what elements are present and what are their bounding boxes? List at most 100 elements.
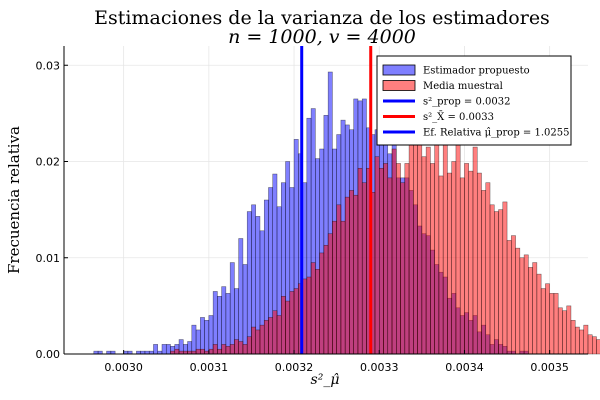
x-tick-label: 0.0034 [445, 361, 484, 374]
media-muestral-bar [272, 310, 278, 355]
media-muestral-bar [200, 348, 205, 355]
media-muestral-bar [404, 163, 410, 355]
media-muestral-bar [319, 252, 325, 355]
media-muestral-bar [540, 288, 546, 355]
media-muestral-bar [519, 257, 525, 355]
media-muestral-bar [485, 182, 491, 355]
estimador-propuesto-bar [191, 324, 197, 355]
media-muestral-bar [246, 336, 252, 355]
media-muestral-bar [413, 143, 418, 355]
estimador-propuesto-bar [165, 344, 171, 355]
media-muestral-bar [553, 293, 559, 355]
media-muestral-bar [225, 346, 231, 355]
x-tick-label: 0.0035 [530, 361, 569, 374]
y-tick-label: 0.03 [36, 59, 61, 72]
estimador-propuesto-bar [225, 293, 231, 355]
media-muestral-bar [549, 293, 555, 355]
reference-lines [300, 46, 373, 354]
media-muestral-bar [523, 254, 529, 355]
media-muestral-bar [323, 244, 329, 355]
media-muestral-bar [400, 182, 406, 355]
media-muestral-bar [468, 170, 474, 355]
media-muestral-bar [289, 291, 295, 355]
media-muestral-bar [208, 348, 214, 355]
media-muestral-bar [583, 324, 589, 355]
media-muestral-bar [327, 233, 333, 355]
media-muestral-bar [408, 127, 414, 355]
estimador-propuesto-bar [161, 344, 167, 355]
media-muestral-bar [536, 273, 542, 355]
media-muestral-bar [417, 117, 423, 355]
media-muestral-bar [566, 305, 572, 355]
media-muestral-bar [310, 262, 316, 355]
media-muestral-bar [481, 190, 487, 355]
media-muestral-bar [306, 276, 312, 355]
media-muestral-bar [430, 163, 435, 355]
media-muestral-bar [442, 134, 448, 355]
x-tick-label: 0.0030 [104, 361, 143, 374]
chart-title: Estimaciones de la varianza de los estim… [94, 7, 550, 29]
media-muestral-bar [472, 146, 478, 355]
estimador-propuesto-bar [153, 344, 158, 355]
media-muestral-bar [557, 307, 563, 355]
media-muestral-bar [293, 288, 299, 355]
media-muestral-bar [374, 156, 380, 355]
media-muestral-bar [379, 167, 384, 355]
media-muestral-bar [281, 296, 286, 355]
media-muestral-bar [221, 344, 227, 355]
legend-label: Ef. Relativa μ̂_prop = 1.0255 [423, 128, 569, 139]
media-muestral-bar [545, 283, 550, 355]
media-muestral-bar [502, 201, 508, 355]
media-muestral-bar [387, 177, 393, 355]
estimador-propuesto-bar [238, 238, 244, 355]
media-muestral-bar [212, 344, 218, 355]
chart-subtitle: n = 1000, v = 4000 [228, 26, 416, 48]
media-muestral-bar [515, 247, 521, 355]
legend-swatch [382, 64, 416, 76]
media-muestral-bar [259, 324, 265, 355]
media-muestral-bar [344, 196, 350, 355]
media-muestral-bar [332, 220, 337, 355]
x-ticks: 0.0030 0.0031 0.0032 0.0033 0.0034 0.0035 [104, 350, 569, 374]
media-muestral-bar [285, 300, 291, 355]
media-muestral-bar [238, 341, 244, 355]
media-muestral-bar [459, 177, 465, 355]
media-muestral-bar [489, 204, 495, 355]
media-muestral-bar [315, 269, 320, 355]
legend-label: Estimador propuesto [423, 66, 530, 77]
media-muestral-bar [528, 267, 533, 355]
media-muestral-bar [506, 240, 512, 355]
x-tick-label: 0.0031 [190, 361, 229, 374]
legend-label: s²_prop = 0.0032 [423, 97, 510, 108]
media-muestral-bar [438, 175, 444, 355]
media-muestral-bar [353, 194, 359, 355]
estimador-propuesto-bar [204, 320, 210, 355]
x-tick-label: 0.0032 [275, 361, 314, 374]
media-muestral-bar [229, 344, 235, 355]
media-muestral-bar [336, 204, 342, 355]
estimador-propuesto-bar [229, 262, 235, 355]
media-muestral-bar [383, 163, 389, 355]
media-muestral-bar [268, 317, 273, 355]
media-muestral-bar [242, 344, 248, 355]
media-muestral-bar [579, 329, 584, 355]
media-muestral-bar [217, 348, 222, 355]
media-muestral-bar [276, 315, 282, 355]
media-muestral-bar [255, 329, 261, 355]
legend-label: s²_X̄ = 0.0033 [423, 111, 494, 123]
media-muestral-bar [174, 348, 180, 355]
media-muestral-bar [562, 310, 567, 355]
legend-label: Media muestral [423, 81, 503, 92]
estimador-propuesto-bar [246, 211, 252, 355]
media-muestral-bar [425, 146, 431, 355]
media-muestral-bar [596, 339, 600, 355]
media-muestral-bar [574, 326, 580, 355]
media-muestral-bar [434, 137, 440, 355]
media-muestral-bar [476, 172, 482, 355]
media-muestral-bar [498, 209, 504, 355]
media-muestral-bar [195, 348, 201, 355]
media-muestral-bar [532, 262, 538, 355]
media-muestral-bar [455, 137, 461, 355]
